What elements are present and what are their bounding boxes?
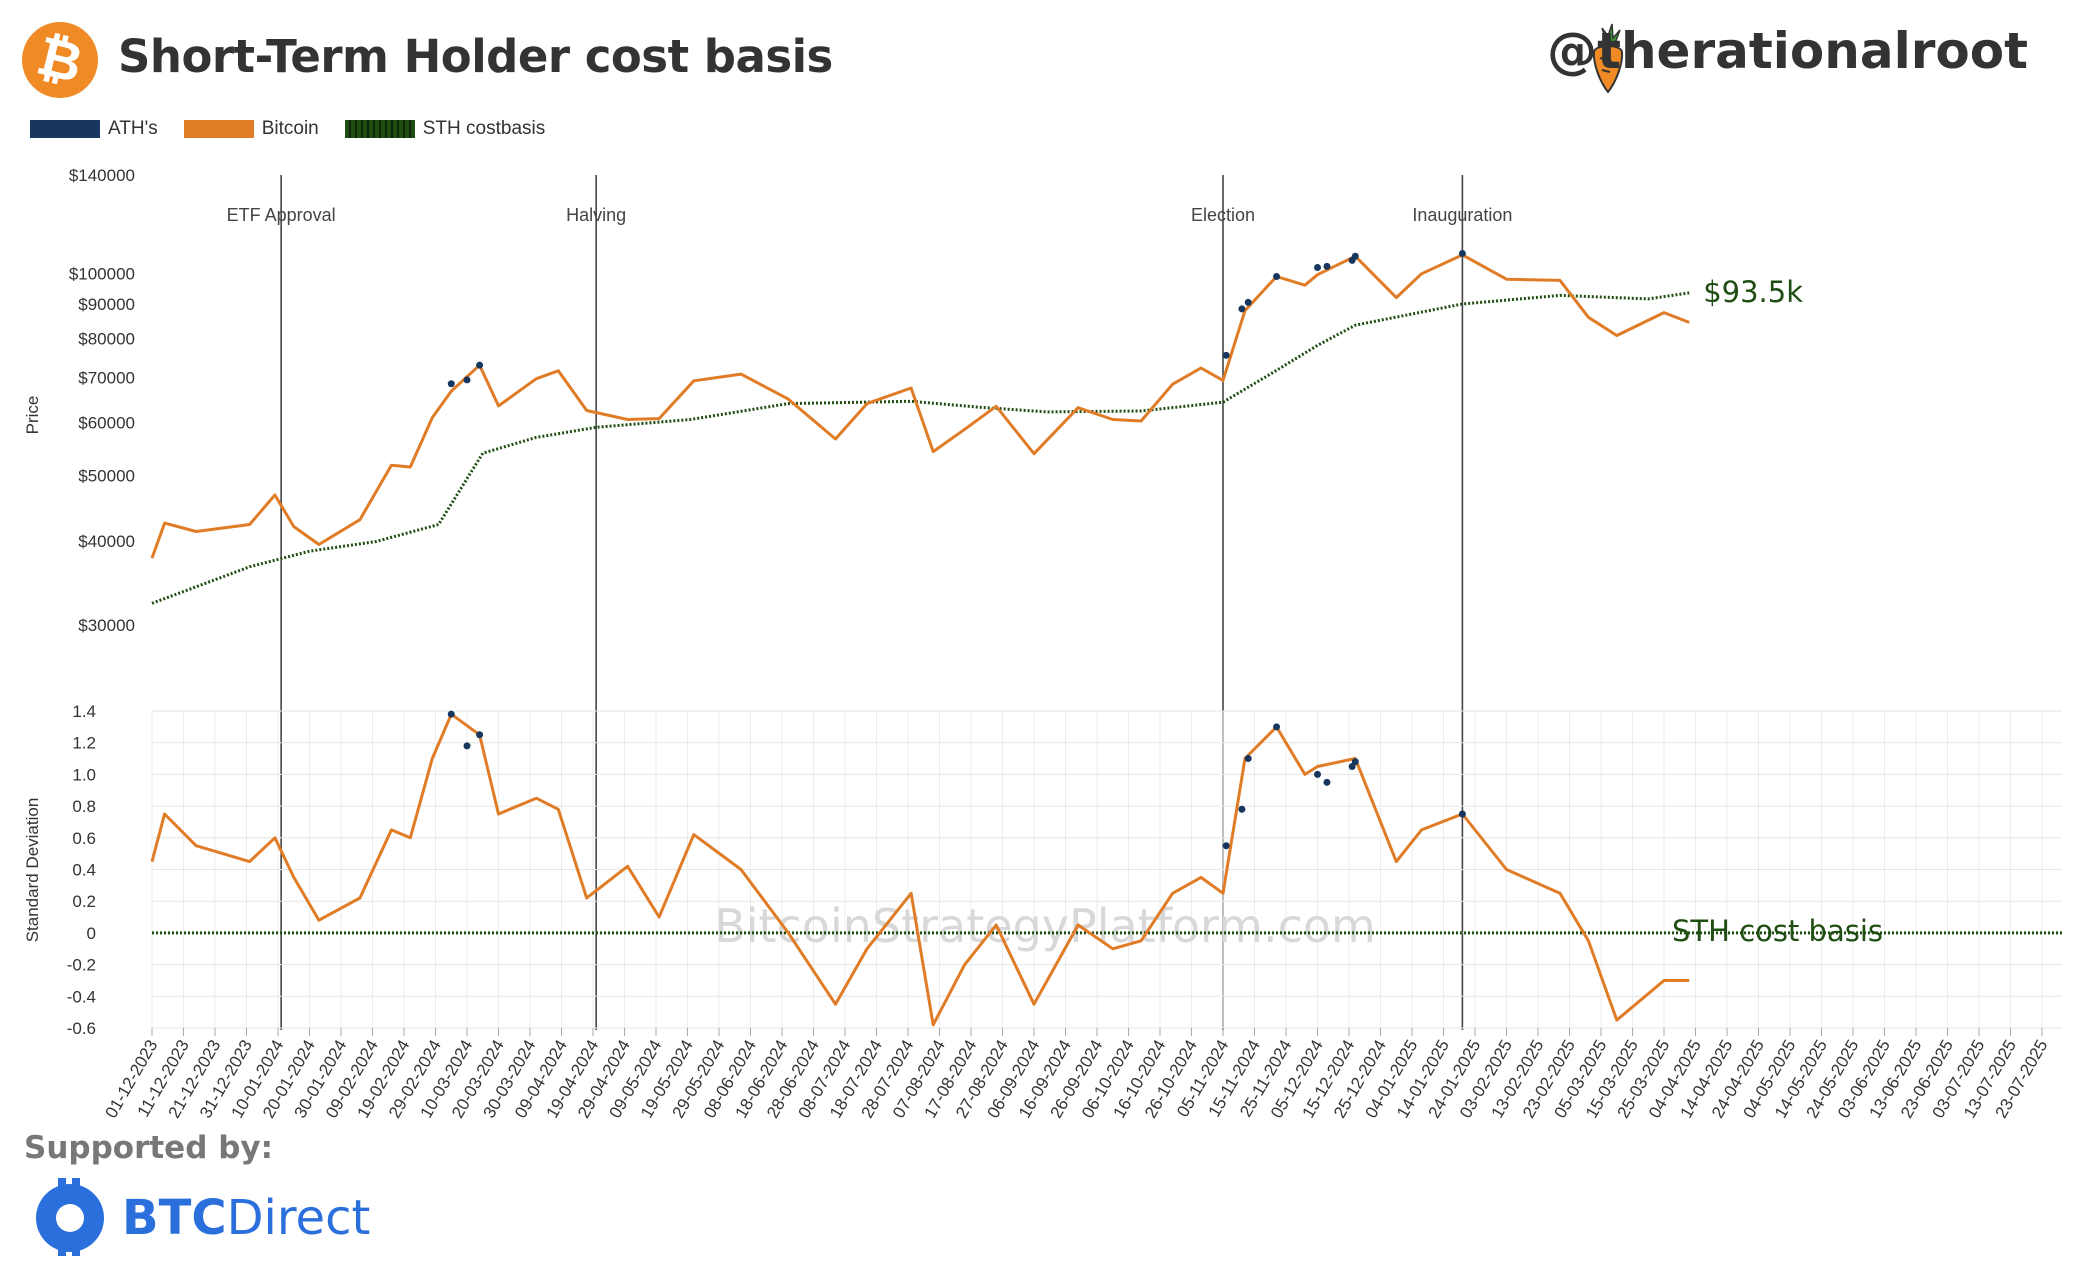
ath-point: [1238, 305, 1246, 313]
std-tick-label: -0.2: [67, 956, 96, 975]
btcdirect-logo-icon: [36, 1178, 104, 1256]
event-label: Halving: [566, 205, 626, 225]
std-tick-label: 0.8: [72, 797, 96, 816]
ath-point: [476, 361, 484, 369]
price-tick-label: $70000: [78, 368, 135, 387]
legend-label-sth: STH costbasis: [422, 118, 546, 139]
watermark: BitcoinStrategyPlatform.com: [714, 899, 1376, 953]
std-ath-point: [1351, 758, 1359, 766]
event-label: ETF Approval: [227, 205, 336, 225]
std-tick-label: 1.2: [72, 734, 96, 753]
event-label: Election: [1191, 205, 1255, 225]
supported-by-label: Supported by:: [24, 1130, 273, 1166]
std-ath-point: [476, 731, 484, 739]
legend-swatch-ath: [30, 120, 100, 138]
std-tick-label: 0.2: [72, 892, 96, 911]
event-label: Inauguration: [1412, 205, 1512, 225]
legend-label-ath: ATH's: [108, 118, 158, 139]
price-tick-label: $90000: [78, 295, 135, 314]
std-ath-point: [1273, 723, 1281, 731]
std-tick-label: -0.6: [67, 1019, 96, 1038]
legend-item-ath[interactable]: ATH's: [30, 118, 158, 140]
std-ath-point: [1222, 842, 1230, 850]
brand-rest: Direct: [226, 1190, 371, 1246]
sth-costbasis-line: [151, 291, 1690, 605]
std-ath-point: [1323, 778, 1331, 786]
chart-svg: $30000 $40000 $50000 $60000 $70000 $80000 $900…: [23, 166, 2062, 1121]
sth-value-annotation: $93.5k: [1703, 275, 1803, 309]
price-axis-label: Price: [23, 396, 42, 435]
std-ath-point: [1458, 810, 1466, 818]
price-tick-label: $140000: [69, 166, 135, 185]
brand-bold: BTC: [122, 1190, 227, 1246]
ath-point: [1351, 252, 1359, 260]
std-tick-label: 1.4: [72, 702, 96, 721]
std-ath-point: [463, 742, 471, 750]
legend: ATH's Bitcoin STH costbasis: [30, 118, 557, 140]
legend-label-bitcoin: Bitcoin: [261, 118, 319, 139]
price-tick-label: $50000: [78, 467, 135, 486]
carrot-icon: [1592, 23, 1624, 94]
std-ath-point: [1244, 755, 1252, 763]
legend-item-sth[interactable]: STH costbasis: [344, 118, 546, 140]
bitcoin-price-line: [150, 253, 1690, 559]
std-ath-point: [1238, 805, 1246, 813]
std-bitcoin-line: [150, 712, 1690, 1027]
ath-point: [1222, 351, 1230, 359]
btcdirect-brand: BTCDirect: [122, 1190, 370, 1246]
price-tick-label: $100000: [69, 264, 135, 283]
price-tick-label: $40000: [78, 532, 135, 551]
std-tick-label: -0.4: [67, 987, 96, 1006]
std-tick-label: 0.6: [72, 829, 96, 848]
std-tick-label: 0.4: [72, 861, 96, 880]
ath-point: [1273, 272, 1281, 280]
ath-point: [463, 376, 471, 384]
price-tick-label: $80000: [78, 329, 135, 348]
price-tick-label: $30000: [78, 616, 135, 635]
ath-point: [1314, 263, 1321, 271]
sth-reference-label: STH cost basis: [1672, 914, 1883, 948]
std-axis-label: Standard Deviation: [23, 798, 42, 943]
std-ath-point: [447, 710, 455, 718]
legend-item-bitcoin[interactable]: Bitcoin: [183, 118, 319, 140]
page-title: Short-Term Holder cost basis: [118, 30, 833, 83]
ath-point: [1244, 298, 1252, 306]
std-tick-label: 0: [87, 924, 96, 943]
std-tick-label: 1.0: [72, 765, 96, 784]
ath-point: [447, 380, 455, 388]
author-handle: @therationalroot: [1547, 22, 2028, 80]
price-tick-label: $60000: [78, 413, 135, 432]
legend-swatch-bitcoin: [183, 120, 254, 138]
ath-point: [1458, 250, 1466, 258]
ath-point: [1323, 262, 1331, 270]
std-ath-point: [1314, 770, 1321, 778]
legend-swatch-sth: [344, 120, 415, 138]
bitcoin-logo-icon: ₿: [22, 22, 98, 98]
